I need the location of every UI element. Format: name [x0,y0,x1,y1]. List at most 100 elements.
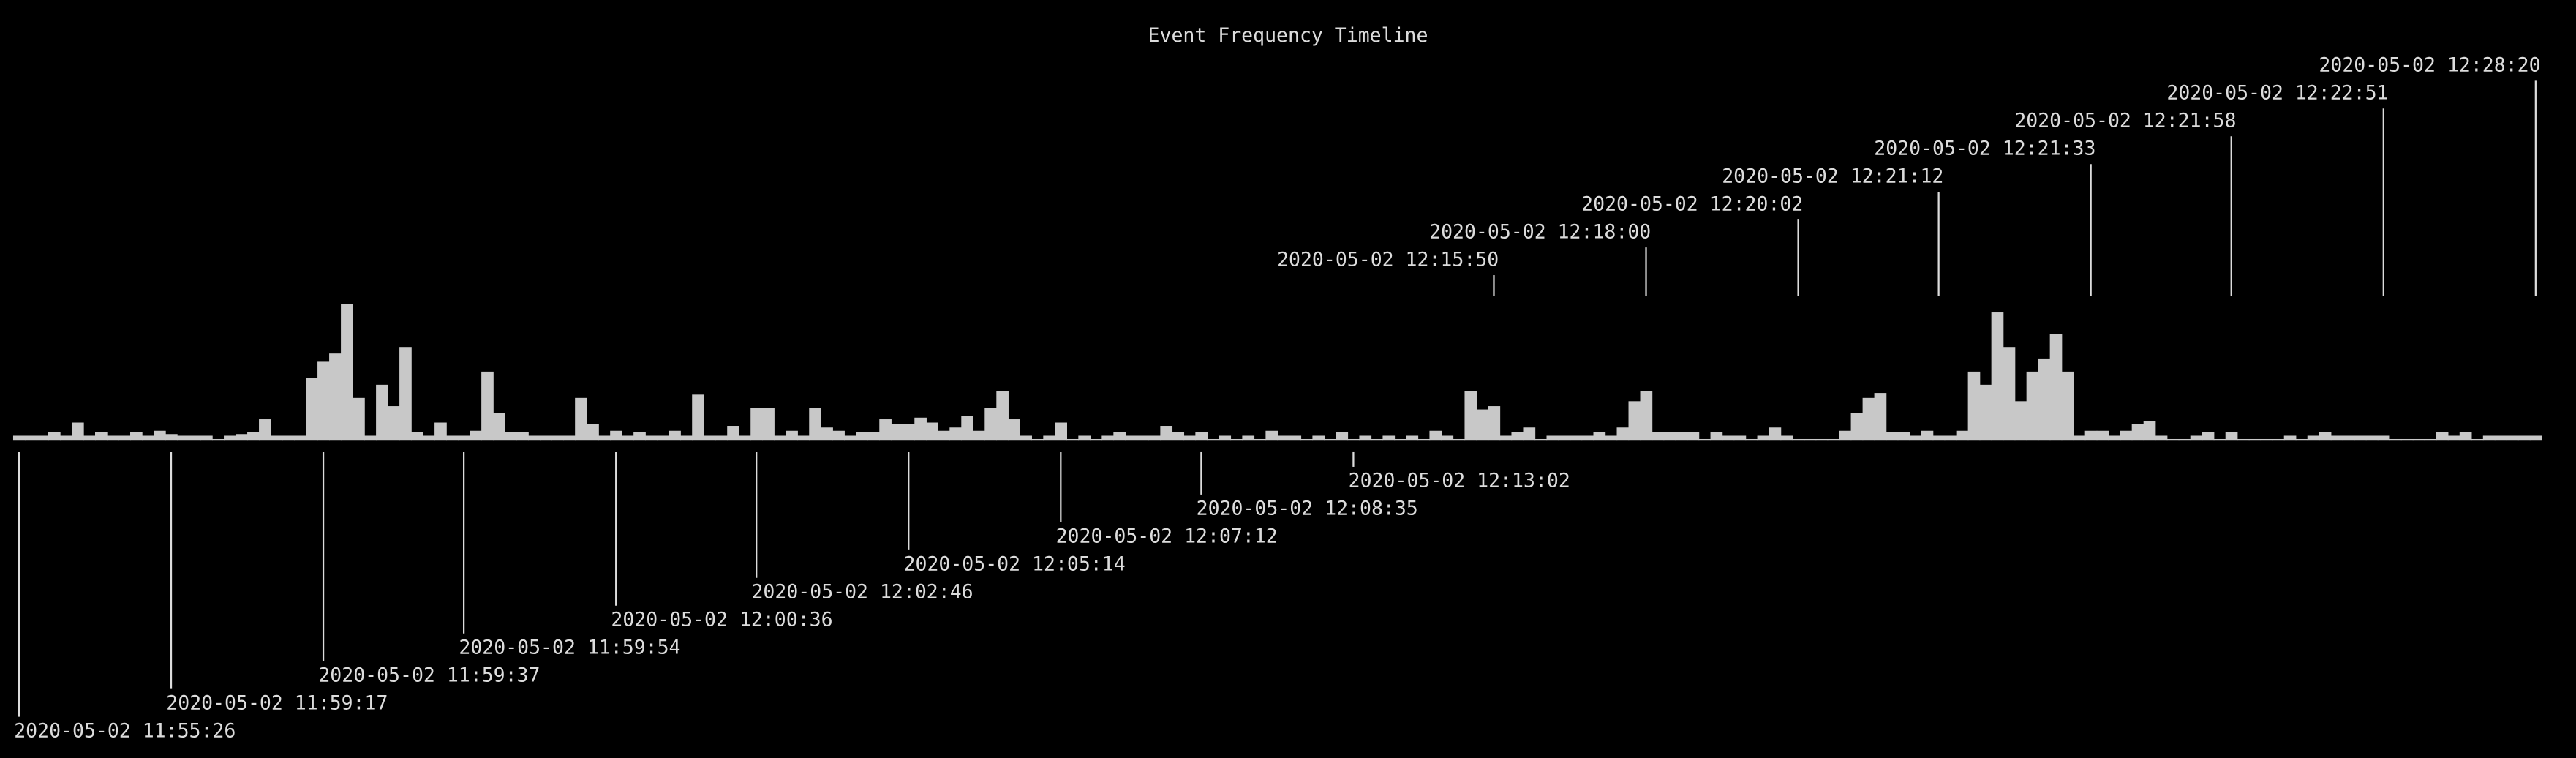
bar [2319,432,2332,441]
bar [306,378,318,441]
bar [2003,347,2016,441]
bar [821,427,833,441]
x-tick-label: 2020-05-02 12:05:14 [904,553,1126,576]
bar [809,408,821,441]
bar [1148,435,1161,441]
chart-title: Event Frequency Timeline [1148,24,1428,47]
bar [2049,334,2063,441]
bar [317,361,330,441]
bar [2517,435,2531,441]
bar [797,435,810,441]
bar [1347,438,1360,441]
bar [189,435,201,441]
x-tick-label: 2020-05-02 11:55:26 [14,719,236,742]
bar [1558,435,1571,441]
bar [1336,432,1349,441]
bar [2482,435,2496,441]
bar [294,435,306,441]
x-tick-label: 2020-05-02 12:08:35 [1197,498,1418,520]
bar [1160,426,1173,441]
bar [1874,393,1887,441]
bar [996,391,1009,441]
bar [1523,427,1536,441]
x-tick-label: 2020-05-02 12:22:51 [2166,82,2388,105]
bar [1230,438,1243,441]
bar [645,435,658,441]
bar [2178,438,2191,441]
bar [2283,435,2297,441]
bar [1277,435,1290,441]
bar [2038,358,2051,441]
x-tick-label: 2020-05-02 12:00:36 [611,608,832,631]
bar [2131,424,2144,441]
bar [154,430,166,441]
bar [1593,432,1606,441]
bar [2120,430,2133,441]
bar [727,426,739,441]
x-tick-label: 2020-05-02 12:21:58 [2014,110,2236,132]
bar [1101,435,1115,441]
bar [1570,435,1583,441]
bar [71,422,84,441]
bar [1137,435,1150,441]
bar [739,435,751,441]
bar [1300,438,1314,441]
bar [1581,435,1594,441]
bar [1020,435,1032,441]
bar [200,435,213,441]
bar [1055,422,1068,441]
bar [774,435,786,441]
bar [1850,413,1864,441]
x-tick-label: 2020-05-02 12:02:46 [751,581,973,604]
bar [1113,432,1126,441]
x-tick-label: 2020-05-02 11:59:37 [318,664,540,686]
bar [1183,435,1197,441]
bar [1956,430,1969,441]
bar [1242,435,1255,441]
bar [938,430,950,441]
bar [2424,438,2437,441]
bar [236,434,248,441]
bar [411,432,423,441]
x-tick-label: 2020-05-02 12:28:20 [2319,54,2540,77]
bar [540,435,552,441]
bar [692,394,704,441]
bar [118,435,131,441]
bar [1628,401,1641,441]
bar [1605,435,1618,441]
bar [1441,435,1454,441]
bar [142,435,154,441]
bar [575,397,587,441]
bar [1897,432,1910,441]
bar [2307,435,2320,441]
bar [528,435,541,441]
bar [2295,438,2308,441]
bar [2213,438,2226,441]
bar [2061,371,2074,441]
bar [1499,435,1513,441]
bar [1616,427,1630,441]
bar [1265,430,1278,441]
bar [622,435,634,441]
bar [329,353,342,441]
bar [446,435,459,441]
bar [1698,438,1711,441]
bar [961,416,973,441]
bar [177,435,189,441]
bar [1909,435,1922,441]
bar [1312,435,1325,441]
bar [2365,435,2379,441]
bar [1394,438,1407,441]
bar [750,408,763,441]
bar [891,424,903,441]
bar [1886,432,1899,441]
bar [704,435,716,441]
bar [2436,432,2449,441]
bar [1710,432,1723,441]
bar [1827,438,1840,441]
bar [36,435,49,441]
bar [1792,438,1805,441]
bar [12,435,26,441]
bar [376,384,388,441]
